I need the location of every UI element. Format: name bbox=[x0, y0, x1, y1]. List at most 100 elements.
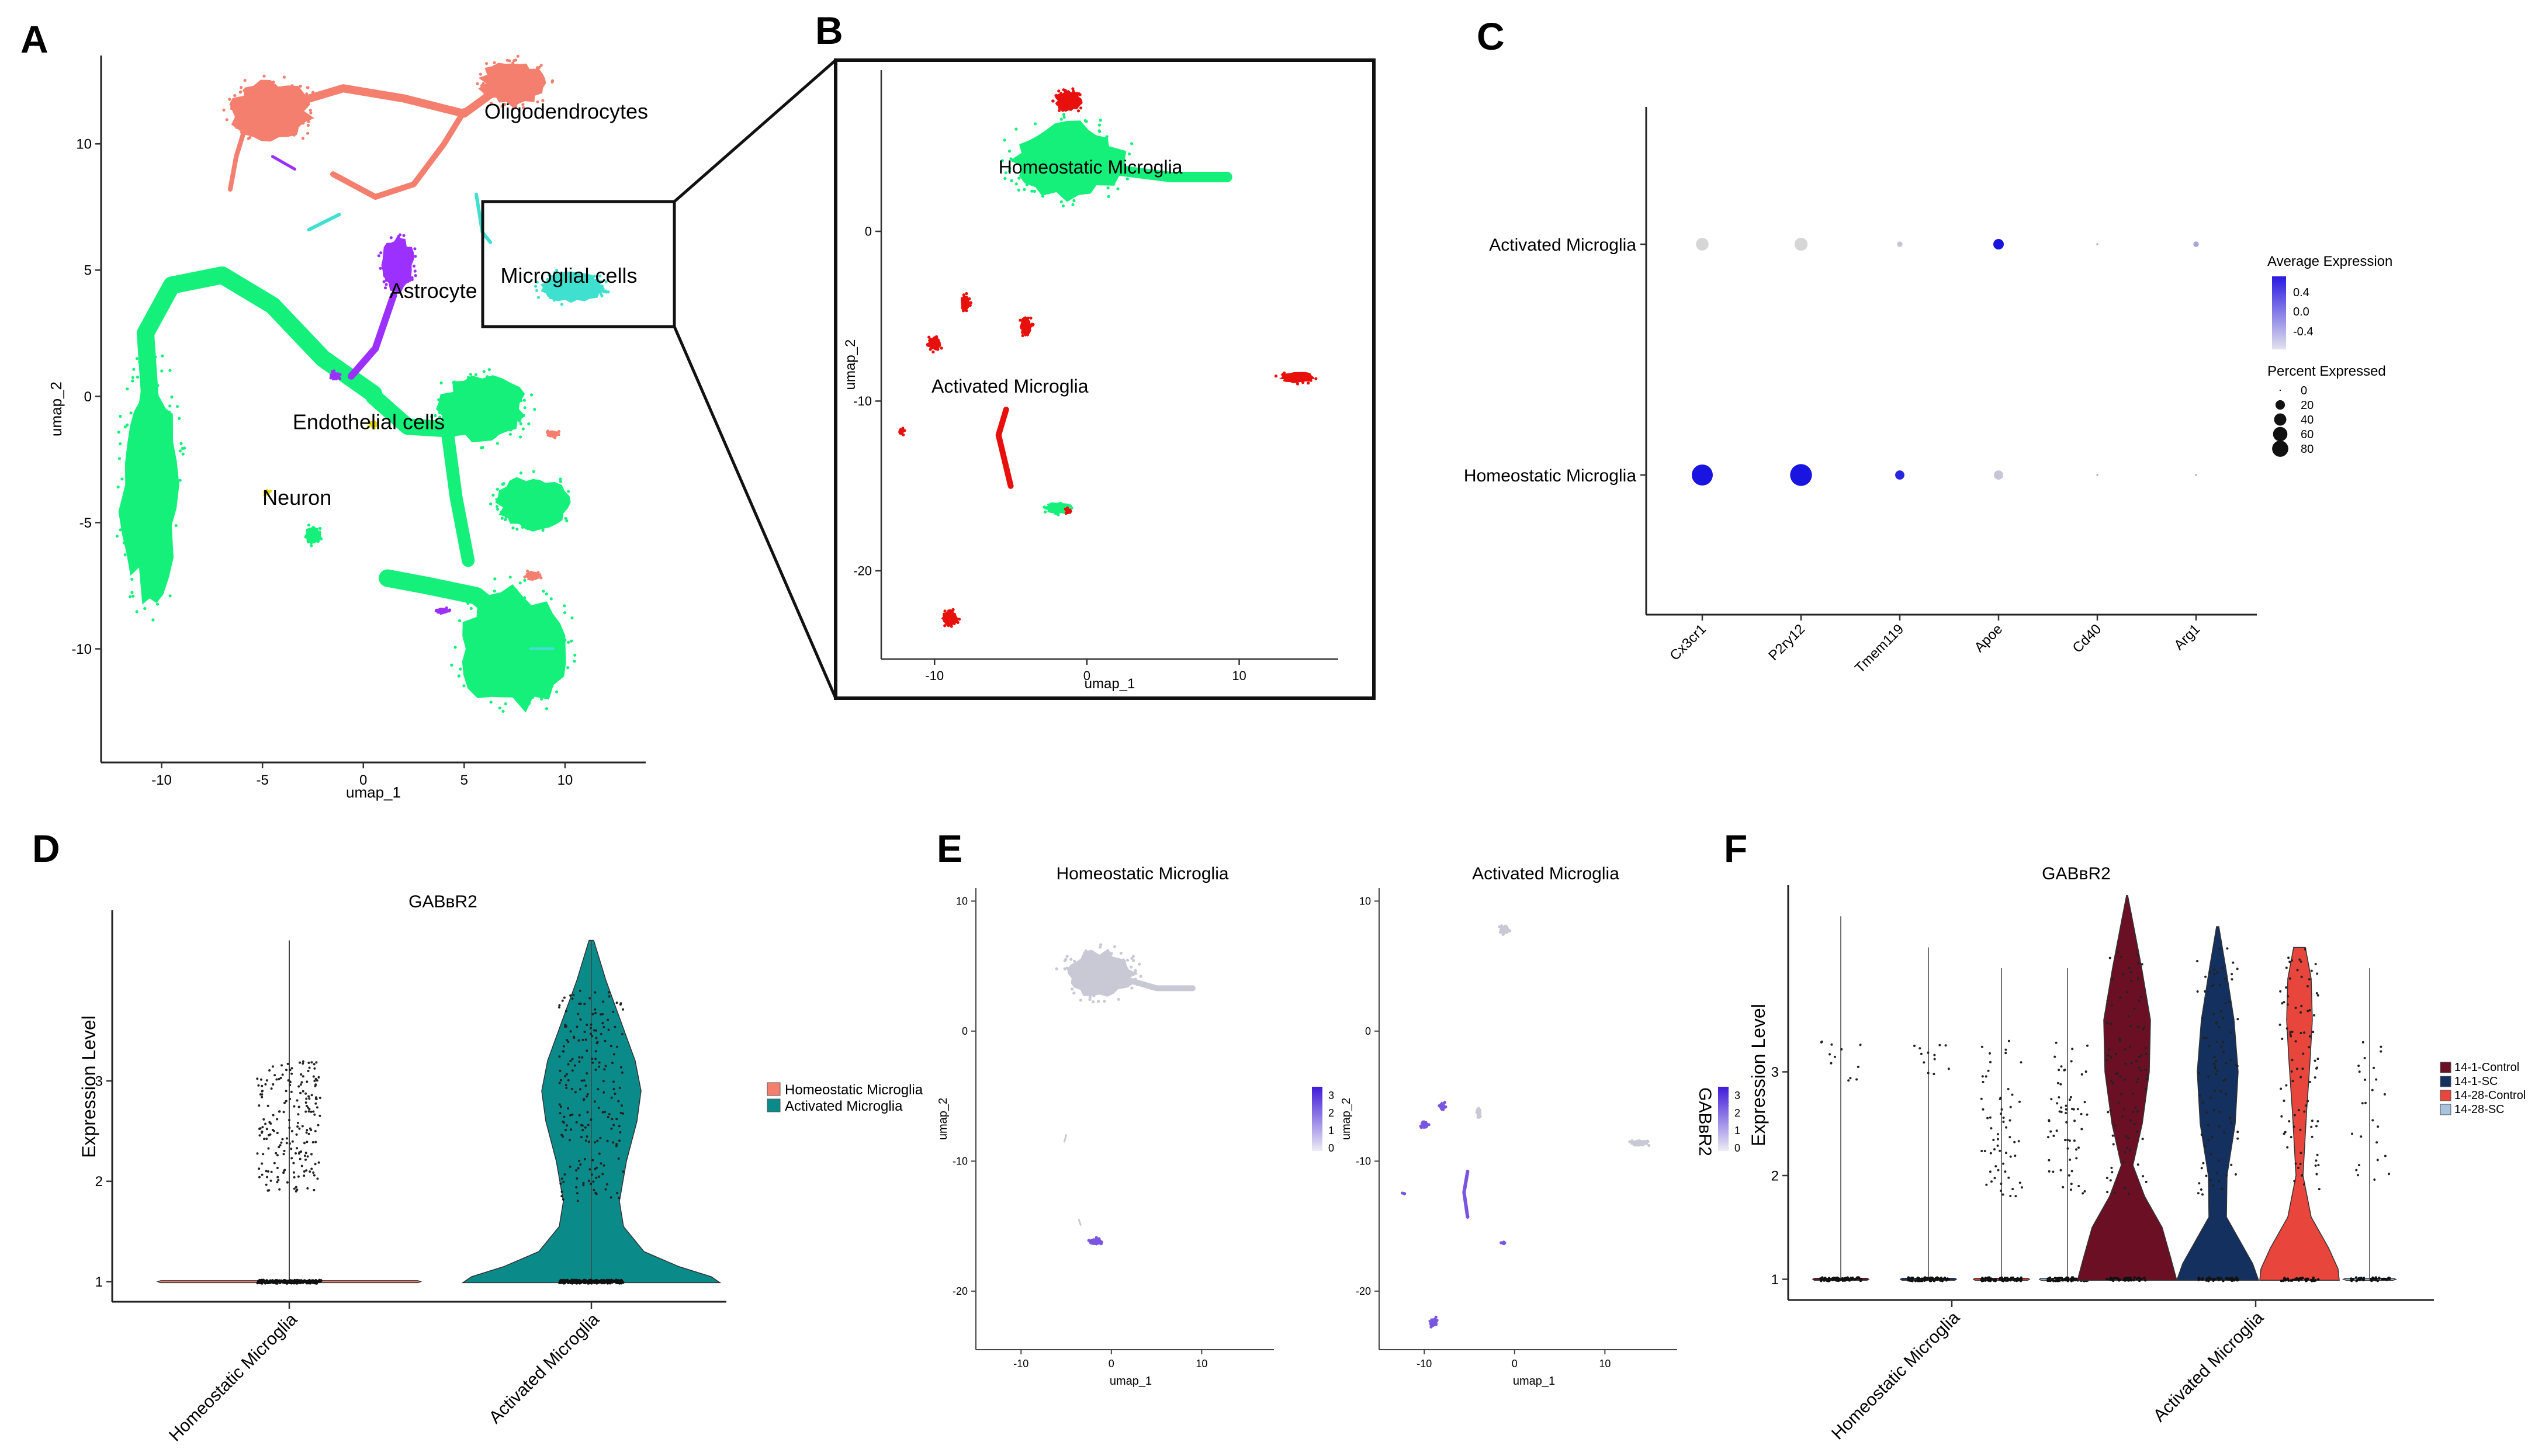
colorbar-tick: 2 bbox=[1328, 1107, 1334, 1119]
panel-d-ylabel: Expression Level bbox=[78, 1015, 99, 1158]
category-label: Activated Microglia bbox=[486, 1309, 604, 1427]
panel-d-violin: GABʙR2 123 Homeostatic Microglia Activate… bbox=[78, 892, 923, 1445]
panel-b-microglia-umap: -10 0 10 -20 -10 0 Homeostatic Microglia Acti… bbox=[834, 58, 1376, 700]
panel-b-x-tick: -10 bbox=[925, 668, 944, 683]
activated-h bbox=[1064, 506, 1072, 515]
panel-b-y-tick: -10 bbox=[853, 394, 872, 408]
gene-label: Cd40 bbox=[2070, 621, 2105, 656]
neuron-small bbox=[304, 524, 323, 547]
neuron-bottom-stream bbox=[379, 569, 520, 633]
panel-a-y-tick: 0 bbox=[84, 389, 92, 405]
colorbar-tick: -0.4 bbox=[2293, 325, 2313, 338]
gene-label: Apoe bbox=[1972, 621, 2006, 656]
dot-tmem119-homeostatic bbox=[1895, 470, 1904, 480]
feature-name: GABʙR2 bbox=[1695, 1087, 1715, 1156]
astrocyte-cluster bbox=[377, 233, 417, 293]
homeostatic-cluster bbox=[1000, 113, 1134, 207]
microglial-fragment-2 bbox=[307, 213, 341, 232]
dot-cd40-activated bbox=[2096, 243, 2098, 245]
size-legend-label: 0 bbox=[2301, 384, 2307, 397]
panel-d-y-tick: 1 bbox=[95, 1274, 103, 1290]
panel-label-e: E bbox=[937, 827, 962, 870]
cluster-label: Homeostatic Microglia bbox=[999, 157, 1183, 178]
panel-b-x-tick: 0 bbox=[1083, 668, 1090, 683]
cluster-label: Neuron bbox=[262, 486, 331, 509]
size-legend-dot bbox=[2272, 441, 2288, 457]
panel-e-y-tick: -10 bbox=[953, 1155, 968, 1167]
activated-d bbox=[1274, 371, 1318, 386]
endothelial-right bbox=[489, 470, 571, 532]
panel-f-y-tick: 3 bbox=[1771, 1065, 1779, 1080]
legend-swatch bbox=[767, 1082, 781, 1096]
panel-a-x-tick: 10 bbox=[557, 772, 573, 788]
panel-a-y-tick: -10 bbox=[71, 642, 92, 657]
panel-label-a: A bbox=[20, 18, 49, 61]
group-label: Homeostatic Microglia bbox=[1464, 466, 1636, 486]
zoom-box bbox=[481, 200, 676, 328]
neuron-yellow bbox=[367, 420, 379, 430]
feature-colorbar bbox=[1718, 1087, 1729, 1151]
feature-plot-title: Homeostatic Microglia bbox=[1056, 864, 1228, 883]
panel-a-y-tick: 5 bbox=[84, 263, 92, 279]
panel-label-d: D bbox=[32, 827, 60, 870]
panel-f-ylabel: Expression Level bbox=[1748, 1004, 1769, 1146]
dot-arg1-homeostatic bbox=[2195, 474, 2197, 476]
panel-a-x-tick: -5 bbox=[256, 772, 268, 788]
legend-label: 14-1-Control bbox=[2454, 1061, 2519, 1074]
expr-f bbox=[1428, 1315, 1439, 1329]
oligo-small bbox=[523, 569, 543, 581]
oligodendrocyte-cluster bbox=[222, 74, 315, 142]
panel-d-y-tick: 2 bbox=[95, 1174, 103, 1190]
microglial-cluster bbox=[534, 268, 610, 306]
colorbar-tick: 2 bbox=[1734, 1107, 1740, 1119]
panel-e-y-tick: 0 bbox=[1365, 1025, 1371, 1037]
activated-b bbox=[926, 335, 943, 354]
cluster-label: Oligodendrocytes bbox=[484, 99, 648, 123]
dot-cx3cr1-activated bbox=[1696, 238, 1709, 251]
panel-e-y-tick: -20 bbox=[1356, 1285, 1371, 1297]
oligo-small-2 bbox=[545, 429, 561, 439]
feature-plot-title: Activated Microglia bbox=[1472, 864, 1619, 883]
legend-swatch bbox=[2440, 1062, 2451, 1073]
violin-activated-14-1-Control bbox=[2077, 895, 2177, 1281]
colorbar-tick: 1 bbox=[1328, 1125, 1334, 1136]
avg-expression-colorbar bbox=[2272, 276, 2286, 349]
size-legend-label: 20 bbox=[2301, 399, 2314, 412]
panel-a-x-tick: -10 bbox=[151, 772, 172, 788]
cluster-label: Astrocyte bbox=[390, 279, 477, 303]
expr-d bbox=[1628, 1139, 1651, 1148]
legend-label: Homeostatic Microglia bbox=[785, 1082, 923, 1098]
legend-label: 14-28-SC bbox=[2454, 1103, 2505, 1116]
expr-h bbox=[1499, 1240, 1507, 1246]
gene-label: P2ry12 bbox=[1765, 621, 1808, 664]
size-legend-dot bbox=[2275, 400, 2285, 410]
panel-e-x-tick: 10 bbox=[1599, 1358, 1611, 1370]
neuron-cluster-loop bbox=[136, 266, 382, 431]
panel-b-x-tick: 10 bbox=[1232, 668, 1246, 683]
panel-a-ylabel: umap_2 bbox=[47, 382, 65, 436]
colorbar-tick: 0 bbox=[1328, 1142, 1334, 1154]
panel-a-umap: -10 -5 0 5 10 -10 -5 0 5 10 Oligodendrocytes Astr… bbox=[47, 54, 837, 801]
colorbar-tick: 1 bbox=[1734, 1125, 1740, 1136]
panel-e-y-tick: 10 bbox=[1359, 895, 1371, 907]
category-label: Homeostatic Microglia bbox=[165, 1309, 301, 1445]
oligodendrocyte-drip bbox=[227, 121, 249, 192]
dot-p2ry12-activated bbox=[1794, 237, 1808, 251]
endothelial-cluster bbox=[430, 368, 536, 450]
sparse-points bbox=[1063, 1134, 1068, 1143]
panel-f-y-tick: 2 bbox=[1771, 1168, 1779, 1184]
panel-f-y-tick: 1 bbox=[1771, 1272, 1779, 1288]
homeostatic-tail bbox=[1112, 165, 1232, 183]
feature-plot-activated: Activated Microglia-10 0 10-20-10010umap_1… bbox=[1340, 864, 1740, 1388]
legend-swatch bbox=[767, 1098, 781, 1112]
cluster-label: Endothelial cells bbox=[293, 410, 445, 434]
activated-a bbox=[961, 292, 972, 313]
dot-tmem119-activated bbox=[1897, 241, 1903, 247]
size-legend-dot bbox=[2273, 427, 2288, 442]
panel-e-xlabel: umap_1 bbox=[1110, 1375, 1152, 1388]
expr-b bbox=[1419, 1120, 1431, 1129]
legend-pct-expressed-title: Percent Expressed bbox=[2267, 363, 2386, 379]
panel-b-xlabel: umap_1 bbox=[1085, 676, 1135, 692]
astrocyte-dot bbox=[329, 369, 342, 381]
panel-label-c: C bbox=[1477, 15, 1505, 58]
